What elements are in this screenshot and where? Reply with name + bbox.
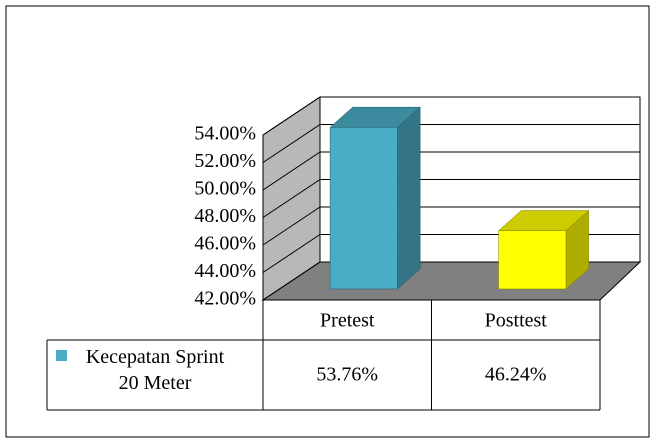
y-tick-label: 42.00% [194, 288, 256, 310]
y-tick-label: 54.00% [194, 123, 256, 145]
grid-line [262, 179, 321, 218]
y-tick-label: 46.00% [194, 233, 256, 255]
y-tick-label: 52.00% [194, 150, 256, 172]
table-value: 53.76% [316, 364, 378, 386]
grid-line [262, 96, 321, 136]
grid-line [262, 234, 321, 273]
y-tick-label: 48.00% [194, 205, 256, 227]
bar-side [397, 106, 421, 290]
grid-line [262, 261, 321, 301]
x-tick-label: Posttest [485, 310, 548, 332]
bar [497, 209, 590, 290]
grid-line [262, 151, 321, 191]
legend-label: Kecepatan Sprint 20 Meter [85, 346, 225, 394]
table-value: 46.24% [485, 364, 547, 386]
grid-line [262, 124, 321, 163]
grid-line [262, 206, 321, 246]
x-tick-label: Pretest [320, 310, 375, 332]
legend-swatch [56, 350, 67, 361]
y-tick-label: 50.00% [194, 178, 256, 200]
bar-front [498, 230, 567, 290]
y-tick-label: 44.00% [194, 260, 256, 282]
bar-front [329, 127, 398, 290]
bar [329, 106, 421, 290]
